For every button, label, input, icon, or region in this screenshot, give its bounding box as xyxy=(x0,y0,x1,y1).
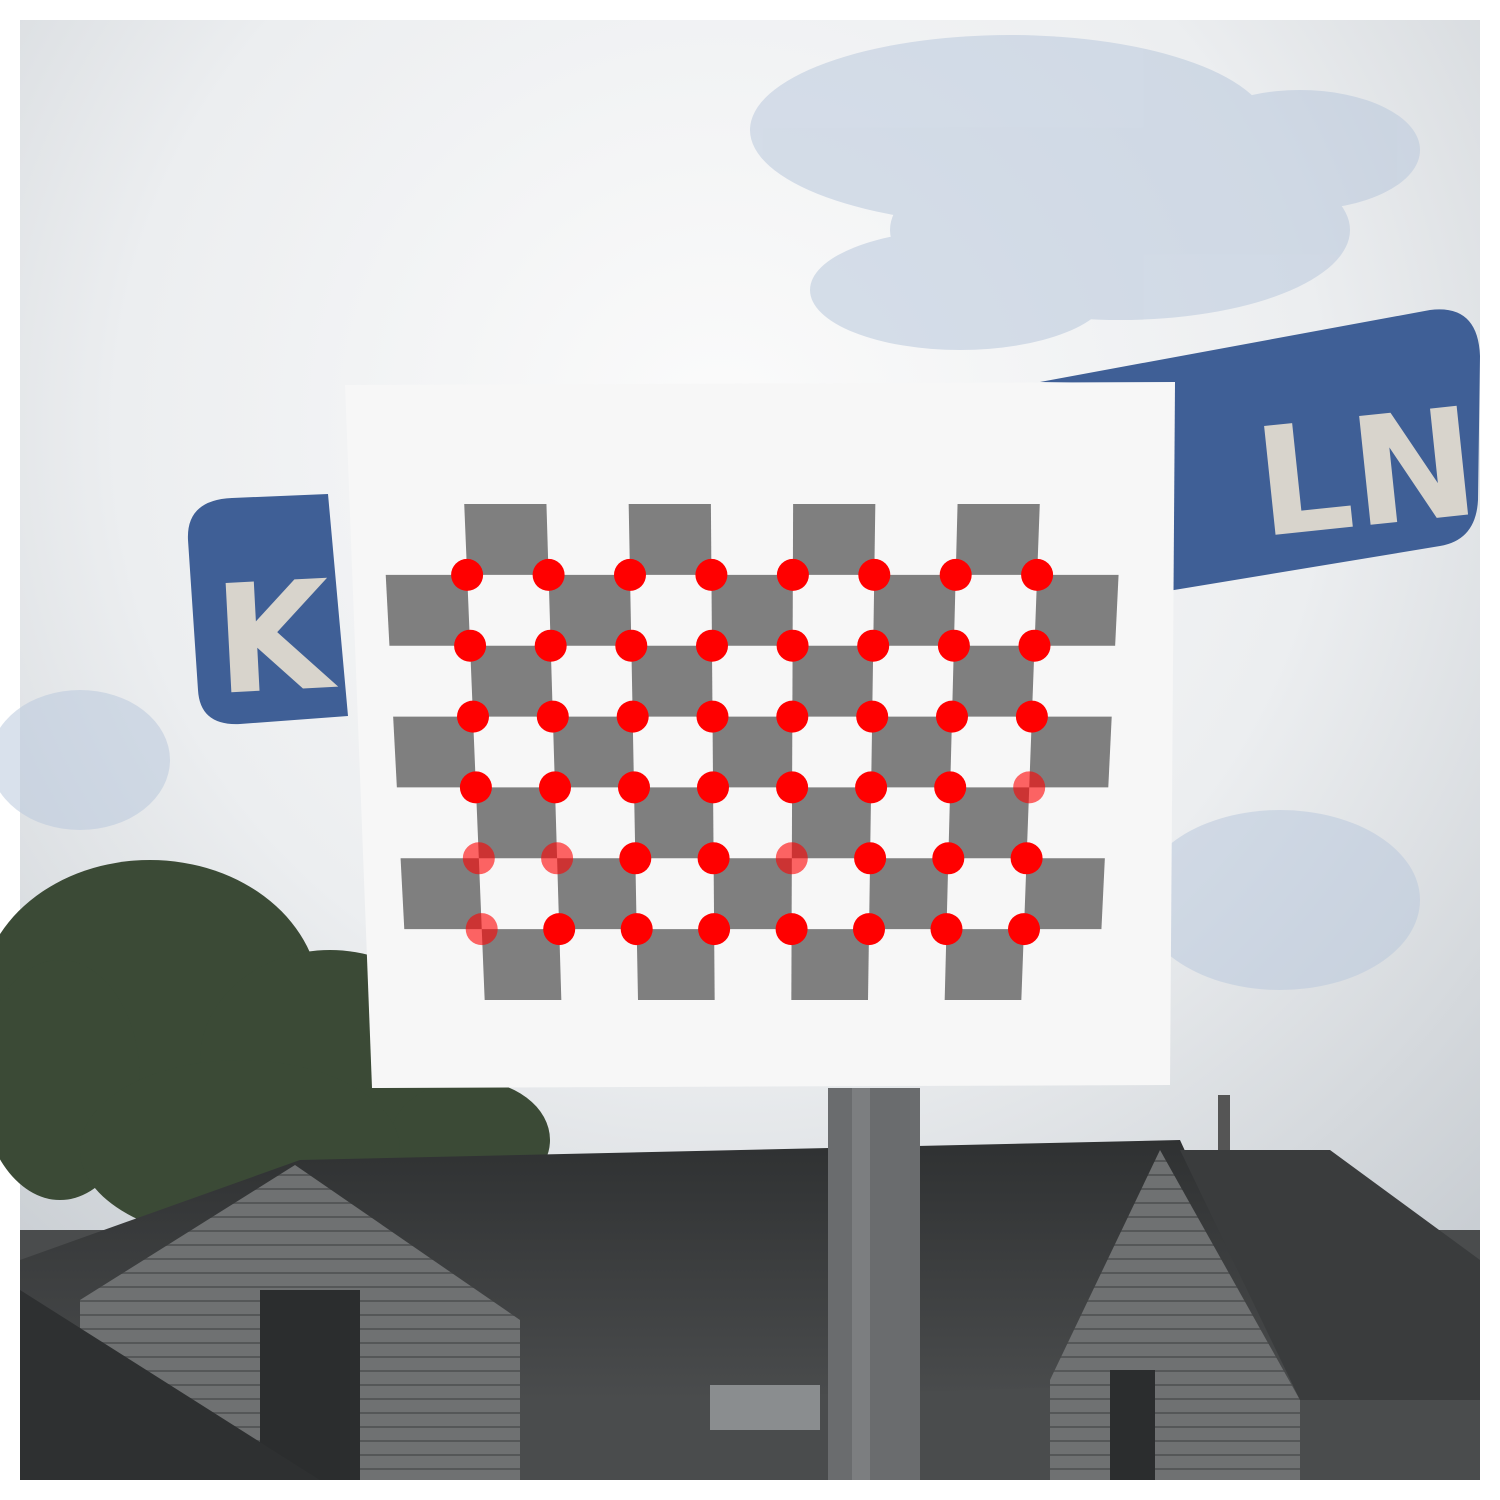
corner-marker xyxy=(697,842,730,875)
corner-marker xyxy=(937,629,970,662)
checker-square xyxy=(475,787,558,859)
checker-square xyxy=(385,574,471,646)
checker-square xyxy=(470,645,553,717)
corner-marker xyxy=(462,842,495,875)
checker-square xyxy=(873,574,956,646)
corner-marker xyxy=(532,558,565,591)
checker-square xyxy=(955,504,1040,575)
corner-marker xyxy=(934,771,967,804)
sky-blue-patches xyxy=(0,35,1420,990)
corner-marker xyxy=(697,771,729,804)
corner-marker xyxy=(696,629,728,662)
corner-marker xyxy=(534,629,567,662)
houses xyxy=(20,1095,1480,1480)
corner-marker xyxy=(776,629,809,662)
corner-marker xyxy=(930,913,963,946)
corner-marker xyxy=(451,558,484,591)
sign-left: K xyxy=(187,494,348,729)
corner-marker xyxy=(853,913,885,946)
corner-marker xyxy=(855,771,888,804)
corner-marker xyxy=(459,771,492,804)
corner-marker xyxy=(1008,913,1040,946)
corner-marker xyxy=(615,629,648,662)
checker-square xyxy=(634,787,714,859)
corner-marker xyxy=(536,700,569,733)
corner-marker xyxy=(857,629,890,662)
checker-square xyxy=(1029,716,1112,788)
checker-square xyxy=(552,716,634,788)
checker-square xyxy=(944,929,1024,1000)
corner-marker xyxy=(695,558,728,591)
corner-marker xyxy=(1018,629,1051,662)
corner-marker xyxy=(620,913,653,946)
corner-marker xyxy=(776,771,809,804)
checker-square xyxy=(948,787,1030,859)
checker-square xyxy=(711,574,793,646)
corner-marker xyxy=(1013,771,1046,804)
corner-marker xyxy=(616,700,649,733)
checker-square xyxy=(548,574,632,646)
corner-marker xyxy=(618,771,650,804)
checker-square xyxy=(1034,574,1119,646)
checker-square xyxy=(792,504,876,575)
checker-square xyxy=(791,929,870,1000)
corner-marker xyxy=(939,558,972,591)
checker-square xyxy=(631,645,713,717)
checkerboard xyxy=(385,504,1119,1000)
corner-marker xyxy=(936,700,968,733)
checker-square xyxy=(400,858,482,930)
corner-marker xyxy=(457,700,489,733)
corner-marker xyxy=(1015,700,1048,733)
checker-square xyxy=(952,645,1035,717)
checker-square xyxy=(464,504,549,575)
checker-square xyxy=(1023,858,1105,930)
checker-square xyxy=(791,787,872,859)
corner-marker xyxy=(856,700,889,733)
corner-marker xyxy=(775,913,808,946)
corner-marker xyxy=(465,913,498,946)
checker-square xyxy=(712,716,793,788)
checker-square xyxy=(393,716,476,788)
checker-square xyxy=(557,858,637,930)
checker-square xyxy=(713,858,792,930)
sign-right-text: LN xyxy=(1247,376,1485,572)
checker-square xyxy=(481,929,562,1000)
checker-square xyxy=(869,858,949,930)
corner-marker xyxy=(776,558,809,591)
corner-marker xyxy=(1021,558,1054,591)
sign-pole xyxy=(828,1088,920,1480)
corner-marker xyxy=(775,842,808,875)
corner-marker xyxy=(858,558,891,591)
corner-marker xyxy=(698,913,731,946)
corner-marker xyxy=(543,913,576,946)
corner-marker xyxy=(619,842,652,875)
corner-marker xyxy=(854,842,887,875)
corner-marker xyxy=(454,629,487,662)
checker-square xyxy=(792,645,874,717)
corner-marker xyxy=(1010,842,1043,875)
corner-marker xyxy=(541,842,574,875)
corner-marker xyxy=(539,771,571,804)
sign-right: LN xyxy=(1040,309,1486,592)
checker-square xyxy=(636,929,715,1000)
sign-left-text: K xyxy=(210,549,340,729)
checker-square xyxy=(628,504,712,575)
checker-square xyxy=(871,716,953,788)
corner-marker xyxy=(776,700,809,733)
corner-marker xyxy=(932,842,965,875)
corner-markers xyxy=(451,558,1054,946)
corner-marker xyxy=(696,700,729,733)
corner-marker xyxy=(614,558,646,591)
